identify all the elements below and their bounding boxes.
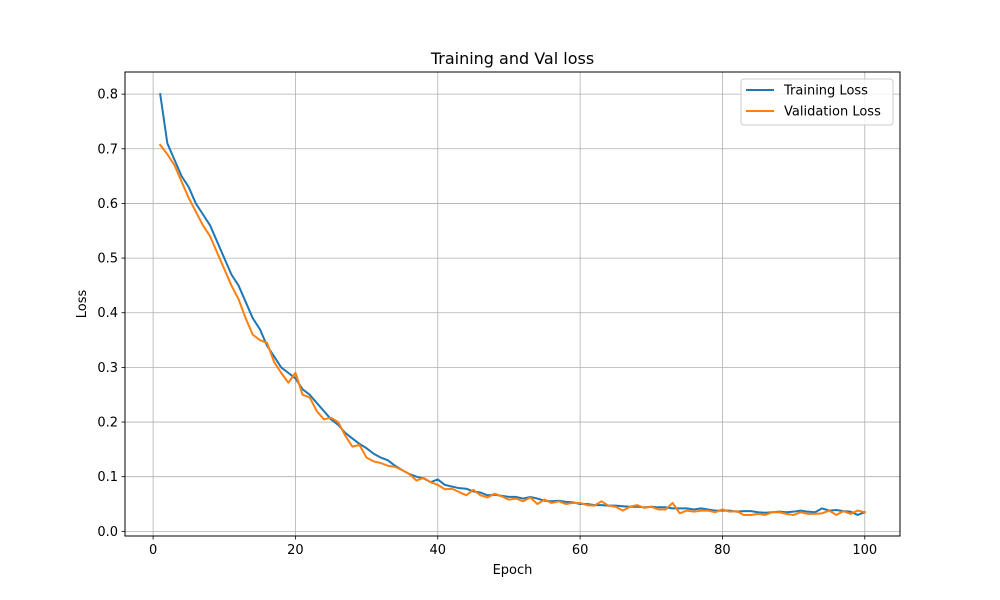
legend-label-training: Training Loss — [783, 84, 868, 99]
y-tick-label: 0.4 — [97, 306, 118, 321]
chart-title: Training and Val loss — [430, 49, 594, 68]
y-tick-label: 0.6 — [97, 197, 118, 212]
training-loss-line — [159, 92, 867, 516]
y-tick-label: 0.5 — [97, 252, 118, 267]
x-tick-label: 0 — [149, 543, 157, 558]
plot-frame — [124, 71, 901, 537]
x-tick-label: 80 — [714, 543, 731, 558]
y-axis-title: Loss — [75, 290, 90, 319]
y-tick-label: 0.8 — [97, 88, 118, 103]
x-tick-label: 100 — [852, 543, 877, 558]
x-tick-label: 20 — [287, 543, 304, 558]
y-tick-label: 0.7 — [97, 142, 118, 157]
y-tick-label: 0.0 — [97, 525, 118, 540]
series-lines — [158, 92, 867, 516]
axis-ticks: 0 20 40 60 80 100 0.0 0.1 0.2 0.3 0.4 0.5 0.6 0.7 0.8 — [97, 88, 877, 558]
grid — [125, 72, 900, 536]
validation-loss-line — [158, 143, 866, 516]
x-axis-title: Epoch — [493, 563, 533, 578]
legend-label-validation: Validation Loss — [784, 105, 881, 120]
legend-box — [740, 78, 894, 126]
x-tick-label: 40 — [430, 543, 447, 558]
y-tick-label: 0.2 — [97, 416, 118, 431]
legend: Training Loss Validation Loss — [740, 78, 894, 126]
x-tick-label: 60 — [572, 543, 589, 558]
y-tick-label: 0.3 — [97, 361, 118, 376]
y-tick-label: 0.1 — [97, 470, 118, 485]
